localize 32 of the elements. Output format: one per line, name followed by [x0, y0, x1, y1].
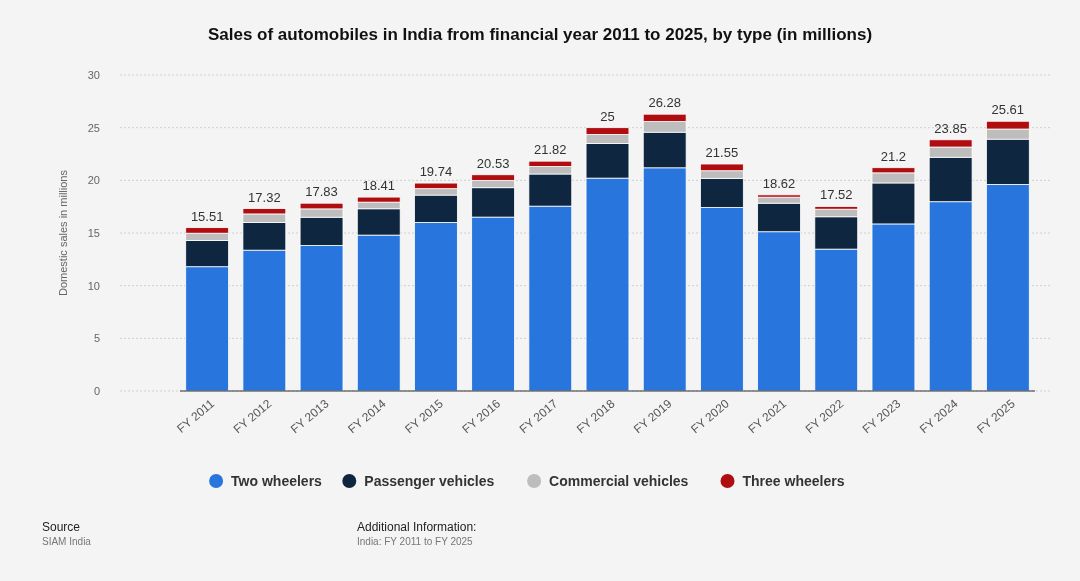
- y-tick-label: 5: [93, 332, 100, 345]
- y-axis-title: Domestic sales in millions: [57, 169, 69, 296]
- total-label: 18.41: [362, 178, 396, 194]
- chart-title: Sales of automobiles in India from financial year 2011 to 2025, by type (in millions): [207, 25, 873, 44]
- y-tick-label: 30: [87, 69, 100, 81]
- legend-label: Commercial vehicles: [549, 473, 689, 489]
- total-label: 19.74: [419, 164, 453, 180]
- total-label: 15.51: [190, 208, 224, 224]
- legend-label: Two wheelers: [231, 473, 323, 489]
- text: India: FY 2011 to FY 2025: [357, 536, 474, 547]
- total-label: 23.85: [934, 120, 967, 136]
- text: Source: [42, 520, 81, 534]
- y-tick-label: 20: [87, 174, 100, 187]
- total-label: 17.52: [819, 187, 853, 203]
- total-label: 20.53: [476, 155, 510, 171]
- total-label: 25.61: [991, 102, 1025, 118]
- total-label: 17.83: [305, 184, 338, 200]
- total-label: 18.62: [762, 175, 796, 191]
- legend-label: Passenger vehicles: [364, 473, 495, 489]
- total-label: 26.28: [648, 95, 681, 111]
- total-label: 21.2: [880, 148, 907, 164]
- total-label: 21.82: [534, 142, 567, 158]
- total-label: 17.32: [248, 189, 281, 205]
- text: Additional Information:: [357, 520, 477, 534]
- y-tick-label: 15: [87, 227, 100, 239]
- y-tick-label: 0: [93, 385, 100, 397]
- y-tick-label: 10: [87, 279, 100, 292]
- y-tick-label: 25: [87, 121, 100, 134]
- text: SIAM India: [42, 536, 92, 547]
- total-label: 25: [600, 108, 615, 124]
- total-label: 21.55: [705, 145, 739, 161]
- legend-label: Three wheelers: [742, 473, 845, 489]
